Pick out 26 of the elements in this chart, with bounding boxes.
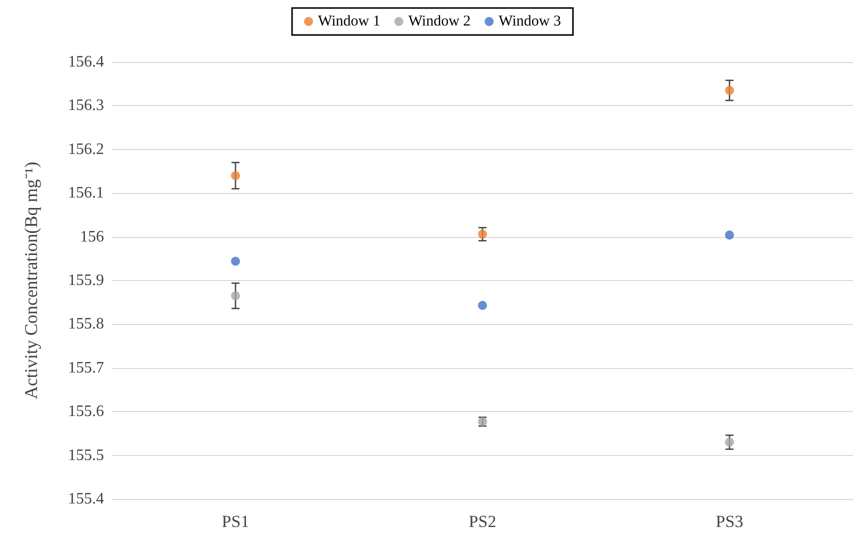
point — [478, 230, 487, 239]
y-tick-label: 156.3 — [68, 97, 104, 114]
point — [231, 256, 240, 266]
point — [725, 438, 734, 447]
legend-label: Window 1 — [318, 14, 380, 30]
x-tick-label: PS3 — [716, 512, 744, 531]
point — [725, 86, 734, 95]
legend-label: Window 3 — [498, 14, 561, 30]
y-tick-label: 155.6 — [68, 403, 104, 420]
x-tick-label: PS1 — [222, 512, 250, 531]
point — [725, 230, 734, 240]
legend-label: Window 2 — [408, 14, 471, 30]
point — [231, 171, 240, 180]
y-tick-label: 155.4 — [68, 490, 104, 508]
y-tick-label: 156.2 — [68, 140, 104, 158]
y-tick-label: 155.5 — [68, 446, 104, 464]
y-tick-label: 155.7 — [68, 359, 104, 376]
x-tick-label: PS2 — [468, 512, 496, 531]
y-tick-label: 155.9 — [68, 272, 104, 289]
y-axis-title: Activity Concentration(Bq mg⁻¹) — [21, 162, 41, 400]
point — [478, 300, 487, 310]
point — [231, 291, 240, 300]
y-tick-label: 156.4 — [68, 54, 104, 70]
y-tick-label: 156.1 — [68, 184, 104, 202]
y-tick-label: 156 — [80, 228, 104, 246]
y-tick-label: 155.8 — [68, 316, 104, 333]
